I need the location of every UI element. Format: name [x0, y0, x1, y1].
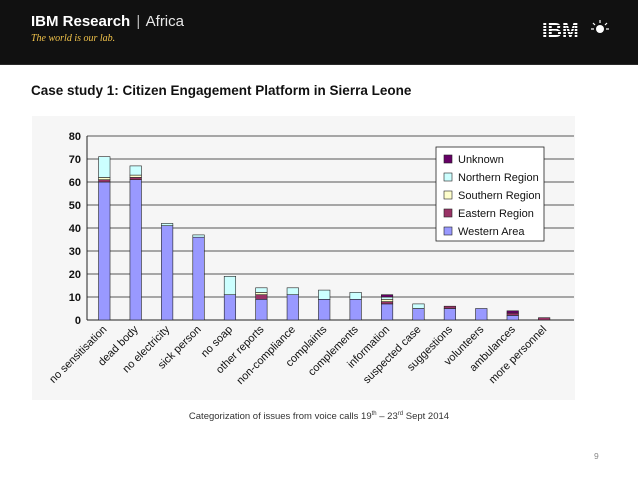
- bar-non-compliance-northern-region: [286, 287, 299, 296]
- bar-dead-body-northern-region: [129, 165, 142, 176]
- bar-information-northern-region: [381, 296, 394, 300]
- slide-header: IBM Research | Africa The world is our l…: [0, 0, 638, 65]
- legend-label-unknown: Unknown: [458, 154, 504, 166]
- bar-complaints-western-area: [318, 299, 331, 321]
- y-tick-label-0: 0: [75, 315, 81, 327]
- bar-suggestions-western-area: [443, 308, 456, 321]
- bar-dead-body-eastern-region: [129, 177, 142, 181]
- bar-no-sensitisation-western-area: [98, 181, 111, 321]
- y-tick-label-80: 80: [69, 131, 81, 143]
- chart-caption: Categorization of issues from voice call…: [0, 411, 638, 422]
- bar-suspected-case-western-area: [412, 308, 425, 321]
- legend-swatch-northern-region: [443, 172, 453, 182]
- bar-no-soap-western-area: [223, 294, 237, 321]
- brand-name: IBM Research | Africa: [31, 13, 184, 30]
- bar-non-compliance-western-area: [286, 294, 299, 321]
- bar-information-western-area: [381, 303, 394, 321]
- legend-swatch-western-area: [443, 226, 453, 236]
- ibm-logo: IBM: [542, 20, 609, 42]
- y-tick-label-70: 70: [69, 154, 81, 166]
- bar-ambulances-western-area: [506, 315, 519, 321]
- brand-region: Africa: [145, 13, 184, 30]
- y-tick-label-30: 30: [69, 246, 81, 258]
- bar-other-reports-western-area: [255, 299, 268, 321]
- legend-swatch-southern-region: [443, 190, 453, 200]
- tagline: The world is our lab.: [31, 33, 116, 44]
- bar-dead-body-western-area: [129, 179, 142, 321]
- caption-prefix: Categorization of issues from voice call…: [188, 411, 372, 423]
- chart-legend: [435, 146, 545, 242]
- slide-title: Case study 1: Citizen Engagement Platfor…: [31, 83, 412, 98]
- legend-label-southern-region: Southern Region: [458, 190, 541, 202]
- caption-middle: – 23: [376, 411, 398, 423]
- bar-volunteers-western-area: [475, 308, 488, 321]
- bar-ambulances-unknown: [506, 310, 519, 314]
- y-tick-label-20: 20: [69, 269, 81, 281]
- legend-swatch-unknown: [443, 154, 453, 164]
- brand-bold: IBM Research: [31, 13, 131, 30]
- bar-complements-northern-region: [349, 292, 362, 300]
- y-tick-label-50: 50: [69, 200, 81, 212]
- chart-container: 0 10 20 30 40 50 60 70 80 no sensitisation dead bo…: [32, 116, 575, 400]
- bar-ambulances-eastern-region: [506, 312, 519, 316]
- legend-label-northern-region: Northern Region: [458, 172, 539, 184]
- smarter-planet-icon: [591, 20, 609, 33]
- bar-other-reports-northern-region: [255, 287, 268, 293]
- bar-other-reports-eastern-region: [255, 294, 268, 300]
- bar-more-personnel-eastern-region: [538, 317, 551, 321]
- bar-no-sensitisation-eastern-region: [98, 179, 111, 183]
- bar-complements-western-area: [349, 299, 362, 321]
- caption-suffix: Sept 2014: [403, 411, 450, 423]
- bar-complaints-northern-region: [318, 289, 331, 300]
- bar-dead-body-southern-region: [129, 174, 142, 178]
- bar-information-eastern-region: [381, 301, 394, 305]
- page-number: 9: [594, 451, 599, 461]
- bar-no-electricity-northern-region: [161, 223, 174, 227]
- y-tick-label-40: 40: [69, 223, 81, 235]
- caption-sup-th: th: [371, 411, 377, 417]
- bar-no-electricity-western-area: [161, 225, 174, 321]
- bar-sick-person-northern-region: [192, 234, 205, 238]
- legend-label-eastern-region: Eastern Region: [458, 208, 534, 220]
- bar-no-soap-northern-region: [223, 276, 237, 296]
- caption-sup-rd: rd: [397, 411, 404, 417]
- bar-information-unknown: [381, 294, 394, 298]
- bar-suspected-case-northern-region: [412, 303, 425, 309]
- bar-no-sensitisation-northern-region: [98, 156, 111, 178]
- bar-no-sensitisation-southern-region: [98, 177, 111, 181]
- ibm-logo-text: IBM: [542, 20, 579, 42]
- y-tick-label-60: 60: [69, 177, 81, 189]
- bar-sick-person-western-area: [192, 236, 205, 321]
- legend-swatch-eastern-region: [443, 208, 453, 218]
- bar-suggestions-eastern-region: [443, 305, 456, 309]
- y-tick-label-10: 10: [69, 292, 81, 304]
- x-tick-label-more-personnel: more personnel: [487, 324, 550, 387]
- bar-other-reports-southern-region: [255, 292, 268, 295]
- legend-label-western-area: Western Area: [458, 226, 525, 238]
- bar-information-southern-region: [381, 299, 394, 302]
- brand-separator: |: [136, 13, 141, 30]
